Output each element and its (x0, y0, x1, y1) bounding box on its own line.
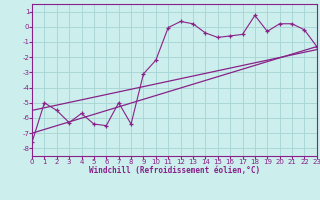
X-axis label: Windchill (Refroidissement éolien,°C): Windchill (Refroidissement éolien,°C) (89, 166, 260, 175)
